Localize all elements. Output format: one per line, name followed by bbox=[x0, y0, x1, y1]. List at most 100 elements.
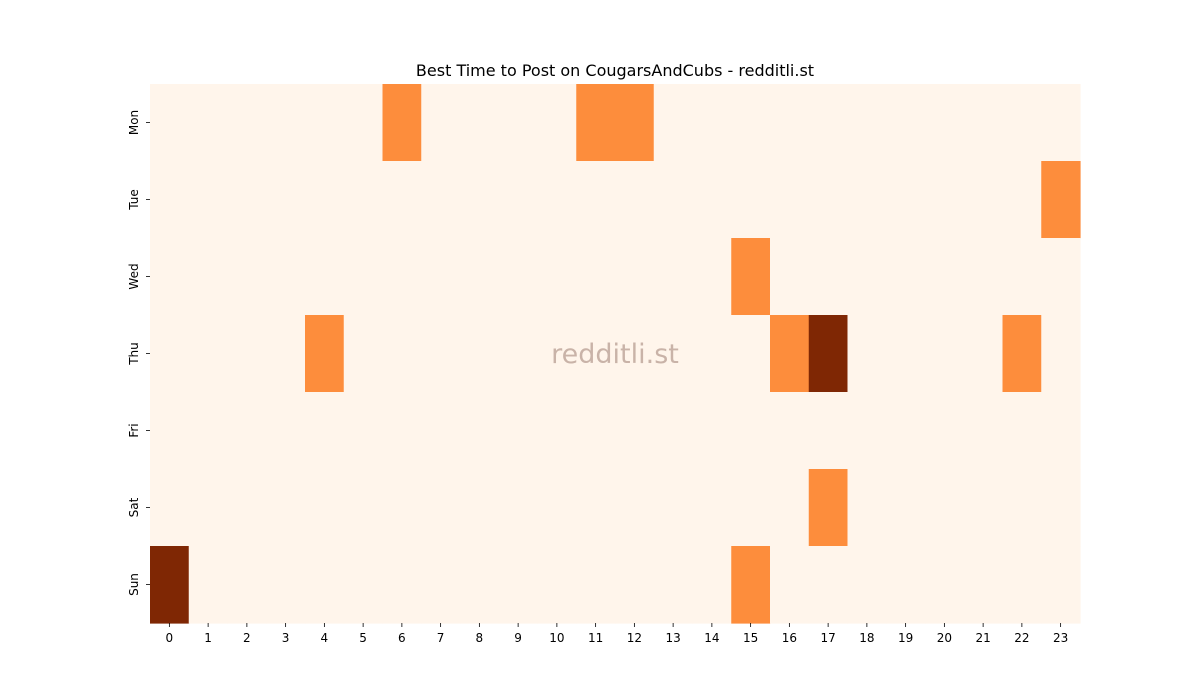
heatmap-cell bbox=[653, 315, 694, 393]
heatmap-cell bbox=[770, 238, 810, 316]
heatmap-cell bbox=[615, 392, 655, 470]
heatmap-cell bbox=[188, 84, 229, 162]
heatmap-cell bbox=[382, 469, 422, 547]
heatmap-cell bbox=[266, 469, 306, 547]
x-tick-label: 20 bbox=[937, 631, 952, 645]
heatmap-cell bbox=[653, 469, 694, 547]
x-tick-label: 21 bbox=[975, 631, 990, 645]
x-tick-label: 18 bbox=[859, 631, 874, 645]
plot-area bbox=[150, 84, 1081, 624]
heatmap-cell bbox=[421, 392, 461, 470]
heatmap-cell bbox=[731, 469, 771, 547]
heatmap-cell bbox=[847, 315, 887, 393]
heatmap-cell bbox=[150, 469, 190, 547]
heatmap-cell bbox=[653, 238, 694, 316]
heatmap-cell bbox=[421, 469, 461, 547]
heatmap-cell bbox=[537, 315, 577, 393]
heatmap-cell bbox=[847, 392, 887, 470]
heatmap-cell bbox=[925, 238, 965, 316]
heatmap-cell bbox=[576, 469, 616, 547]
heatmap-cell bbox=[731, 84, 771, 162]
heatmap-cell bbox=[847, 161, 887, 239]
heatmap-cell bbox=[808, 546, 849, 624]
heatmap-cell bbox=[770, 392, 810, 470]
heatmap-cell bbox=[808, 469, 849, 547]
heatmap-cell bbox=[188, 161, 229, 239]
heatmap-cell bbox=[305, 315, 345, 393]
heatmap-cell bbox=[653, 392, 694, 470]
heatmap-cell bbox=[150, 546, 190, 624]
heatmap-cell bbox=[537, 392, 577, 470]
heatmap-cell bbox=[731, 315, 771, 393]
x-tick-label: 8 bbox=[476, 631, 484, 645]
x-tick-label: 19 bbox=[898, 631, 913, 645]
heatmap-cell bbox=[498, 469, 539, 547]
heatmap-cell bbox=[305, 392, 345, 470]
x-tick-label: 13 bbox=[665, 631, 680, 645]
heatmap-cell bbox=[963, 238, 1004, 316]
heatmap-cell bbox=[770, 315, 810, 393]
heatmap-cell bbox=[537, 238, 577, 316]
x-tick-label: 0 bbox=[166, 631, 174, 645]
heatmap-cell bbox=[692, 161, 732, 239]
heatmap-cell bbox=[576, 392, 616, 470]
heatmap-cell bbox=[421, 315, 461, 393]
heatmap-cell bbox=[343, 546, 384, 624]
y-tick-label: Tue bbox=[127, 189, 141, 211]
heatmap-cell bbox=[227, 469, 267, 547]
heatmap-cell bbox=[1041, 546, 1081, 624]
heatmap-cell bbox=[188, 392, 229, 470]
heatmap-cell bbox=[421, 84, 461, 162]
chart-title: Best Time to Post on CougarsAndCubs - re… bbox=[416, 61, 814, 80]
heatmap-cell bbox=[537, 84, 577, 162]
x-axis: 0 1 2 3 4 5 6 7 8 9 10 11 12 13 14 15 16 17 18 19 20 21 22 23 bbox=[166, 623, 1068, 645]
heatmap-cell bbox=[692, 392, 732, 470]
heatmap-cell bbox=[227, 546, 267, 624]
heatmap-cell bbox=[150, 392, 190, 470]
heatmap-cell bbox=[692, 84, 732, 162]
heatmap-cell bbox=[382, 161, 422, 239]
heatmap-cell bbox=[305, 161, 345, 239]
heatmap-cell bbox=[266, 315, 306, 393]
heatmap-cell bbox=[188, 238, 229, 316]
heatmap-cell bbox=[847, 469, 887, 547]
heatmap-cell bbox=[498, 161, 539, 239]
heatmap-cell bbox=[615, 161, 655, 239]
heatmap-cell bbox=[343, 84, 384, 162]
heatmap-cell bbox=[343, 238, 384, 316]
heatmap-cell bbox=[886, 84, 926, 162]
heatmap-cell bbox=[305, 84, 345, 162]
heatmap-cell bbox=[847, 238, 887, 316]
heatmap-cell bbox=[808, 84, 849, 162]
x-tick-label: 10 bbox=[549, 631, 564, 645]
heatmap-cell bbox=[808, 238, 849, 316]
heatmap-cell bbox=[770, 84, 810, 162]
heatmap-cell bbox=[150, 84, 190, 162]
heatmap-cell bbox=[343, 161, 384, 239]
x-tick-label: 9 bbox=[514, 631, 522, 645]
y-tick-label: Sun bbox=[127, 573, 141, 596]
heatmap-cell bbox=[421, 546, 461, 624]
heatmap-cell bbox=[498, 315, 539, 393]
heatmap-cell bbox=[188, 315, 229, 393]
heatmap-cell bbox=[382, 84, 422, 162]
heatmap-cell bbox=[925, 161, 965, 239]
heatmap-cell bbox=[305, 469, 345, 547]
heatmap-cell bbox=[653, 84, 694, 162]
heatmap-cell bbox=[150, 161, 190, 239]
heatmap-cell bbox=[692, 546, 732, 624]
heatmap-cell bbox=[576, 546, 616, 624]
heatmap-cell bbox=[305, 546, 345, 624]
heatmap-cell bbox=[847, 546, 887, 624]
heatmap-cell bbox=[925, 315, 965, 393]
heatmap-cell bbox=[188, 469, 229, 547]
y-tick-label: Fri bbox=[127, 423, 141, 437]
heatmap-cell bbox=[925, 546, 965, 624]
heatmap-cell bbox=[963, 84, 1004, 162]
heatmap-cell bbox=[963, 546, 1004, 624]
heatmap-cell bbox=[692, 238, 732, 316]
heatmap-cell bbox=[576, 161, 616, 239]
heatmap-cell bbox=[460, 161, 500, 239]
heatmap-cell bbox=[963, 469, 1004, 547]
